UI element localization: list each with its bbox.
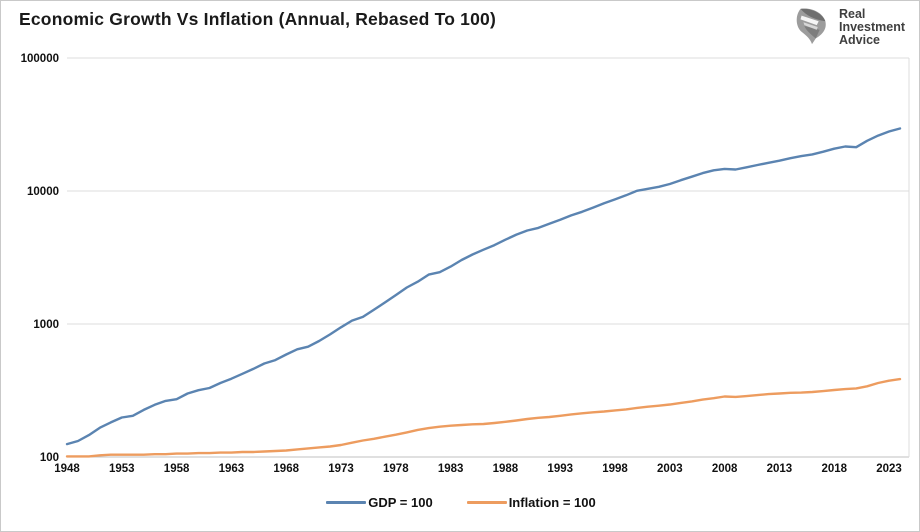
x-tick-label-1968: 1968	[273, 463, 299, 475]
brand-line-1: Real	[839, 6, 866, 21]
x-tick-label-2008: 2008	[712, 463, 738, 475]
x-tick-label-1973: 1973	[328, 463, 354, 475]
y-tick-label-1000: 1000	[33, 319, 59, 331]
legend-label-inflation: Inflation = 100	[508, 495, 596, 510]
x-tick-label-1983: 1983	[438, 463, 464, 475]
x-tick-label-1978: 1978	[383, 463, 409, 475]
x-tick-label-1953: 1953	[109, 463, 135, 475]
gdp-line-swatch	[326, 501, 367, 504]
inflation-line	[65, 377, 902, 458]
legend-item-gdp: GDP = 100	[326, 495, 433, 510]
brand-line-2: Investment	[839, 19, 905, 34]
eagle-icon	[796, 8, 826, 45]
legend-item-inflation: Inflation = 100	[466, 495, 596, 510]
x-tick-label-2003: 2003	[657, 463, 683, 475]
x-tick-label-2023: 2023	[876, 463, 902, 475]
brand-logo: Real Investment Advice	[791, 7, 905, 47]
x-tick-label-1998: 1998	[602, 463, 628, 475]
x-tick-label-1948: 1948	[54, 463, 80, 475]
legend-label-gdp: GDP = 100	[368, 495, 433, 510]
chart-legend: GDP = 100 Inflation = 100	[1, 495, 919, 510]
y-tick-label-100: 100	[40, 452, 59, 464]
inflation-line-swatch	[466, 501, 507, 504]
x-tick-label-1988: 1988	[493, 463, 519, 475]
y-tick-label-10000: 10000	[27, 186, 59, 198]
x-tick-label-2018: 2018	[821, 463, 847, 475]
x-tick-label-2013: 2013	[767, 463, 793, 475]
brand-line-3: Advice	[839, 32, 880, 47]
x-tick-label-1993: 1993	[547, 463, 573, 475]
x-tick-label-1958: 1958	[164, 463, 190, 475]
gdp-line	[65, 127, 902, 446]
y-tick-label-100000: 100000	[21, 53, 59, 65]
x-tick-label-1963: 1963	[219, 463, 245, 475]
chart-title: Economic Growth Vs Inflation (Annual, Re…	[19, 9, 496, 29]
brand-name: Real Investment Advice	[839, 6, 905, 47]
